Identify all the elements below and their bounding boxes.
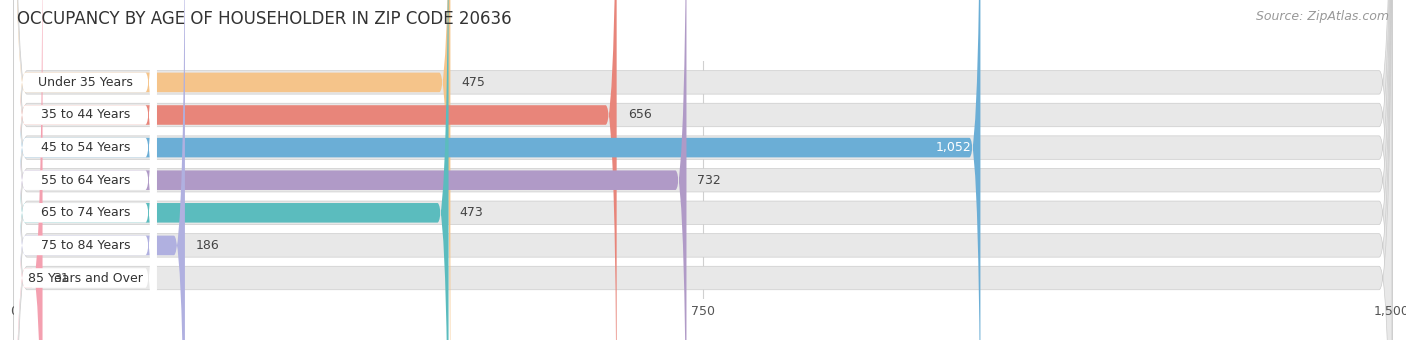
Text: 65 to 74 Years: 65 to 74 Years [41,206,129,219]
FancyBboxPatch shape [14,0,1392,340]
Text: Source: ZipAtlas.com: Source: ZipAtlas.com [1256,10,1389,23]
FancyBboxPatch shape [14,0,156,340]
FancyBboxPatch shape [14,0,156,340]
FancyBboxPatch shape [14,0,449,340]
FancyBboxPatch shape [14,0,1392,340]
FancyBboxPatch shape [14,0,186,340]
Text: 732: 732 [697,174,721,187]
Text: 75 to 84 Years: 75 to 84 Years [41,239,129,252]
Text: 85 Years and Over: 85 Years and Over [28,272,142,285]
FancyBboxPatch shape [14,0,980,340]
FancyBboxPatch shape [14,0,42,340]
Text: 656: 656 [627,108,651,121]
Text: 31: 31 [53,272,69,285]
FancyBboxPatch shape [14,0,156,340]
FancyBboxPatch shape [14,0,156,340]
FancyBboxPatch shape [14,0,686,340]
FancyBboxPatch shape [14,0,156,340]
Text: 35 to 44 Years: 35 to 44 Years [41,108,129,121]
Text: 473: 473 [460,206,484,219]
Text: 55 to 64 Years: 55 to 64 Years [41,174,129,187]
Text: 186: 186 [195,239,219,252]
FancyBboxPatch shape [14,0,1392,340]
FancyBboxPatch shape [14,0,1392,340]
FancyBboxPatch shape [14,0,1392,340]
FancyBboxPatch shape [14,0,617,340]
Text: OCCUPANCY BY AGE OF HOUSEHOLDER IN ZIP CODE 20636: OCCUPANCY BY AGE OF HOUSEHOLDER IN ZIP C… [17,10,512,28]
Text: 45 to 54 Years: 45 to 54 Years [41,141,129,154]
Text: 1,052: 1,052 [935,141,972,154]
FancyBboxPatch shape [14,0,1392,340]
FancyBboxPatch shape [14,0,156,340]
FancyBboxPatch shape [14,0,156,340]
FancyBboxPatch shape [14,0,1392,340]
FancyBboxPatch shape [14,0,450,340]
Text: Under 35 Years: Under 35 Years [38,76,132,89]
Text: 475: 475 [461,76,485,89]
